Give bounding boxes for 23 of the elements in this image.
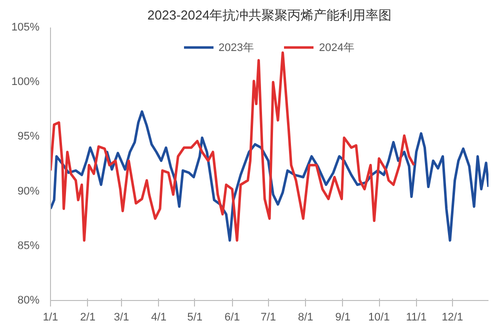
x-tick-label: 10/1 — [368, 312, 390, 324]
y-tick-label: 105% — [11, 22, 40, 34]
y-tick-label: 95% — [17, 130, 40, 143]
x-tick-label: 3/1 — [114, 312, 130, 324]
x-tick-label: 6/1 — [224, 312, 240, 324]
x-tick-label: 2/1 — [80, 312, 96, 324]
x-tick-label: 5/1 — [187, 312, 203, 324]
chart-title: 2023-2024年抗冲共聚聚丙烯产能利用率图 — [147, 8, 392, 22]
x-tick-label: 7/1 — [260, 312, 276, 324]
x-tick-label: 11/1 — [406, 312, 427, 324]
x-tick-label: 4/1 — [151, 312, 166, 324]
legend-label: 2024年 — [319, 40, 354, 54]
y-tick-label: 85% — [17, 240, 40, 252]
x-tick-label: 8/1 — [298, 312, 314, 324]
x-tick-label: 1/1 — [42, 312, 58, 324]
line-series — [50, 110, 488, 242]
x-tick-label: 12/1 — [442, 312, 464, 324]
line-series — [50, 51, 416, 242]
y-tick-label: 80% — [17, 294, 40, 306]
legend-label: 2023年 — [218, 40, 254, 54]
y-tick-label: 100% — [11, 76, 40, 88]
y-tick-label: 90% — [17, 185, 40, 198]
x-tick-label: 9/1 — [335, 312, 351, 324]
